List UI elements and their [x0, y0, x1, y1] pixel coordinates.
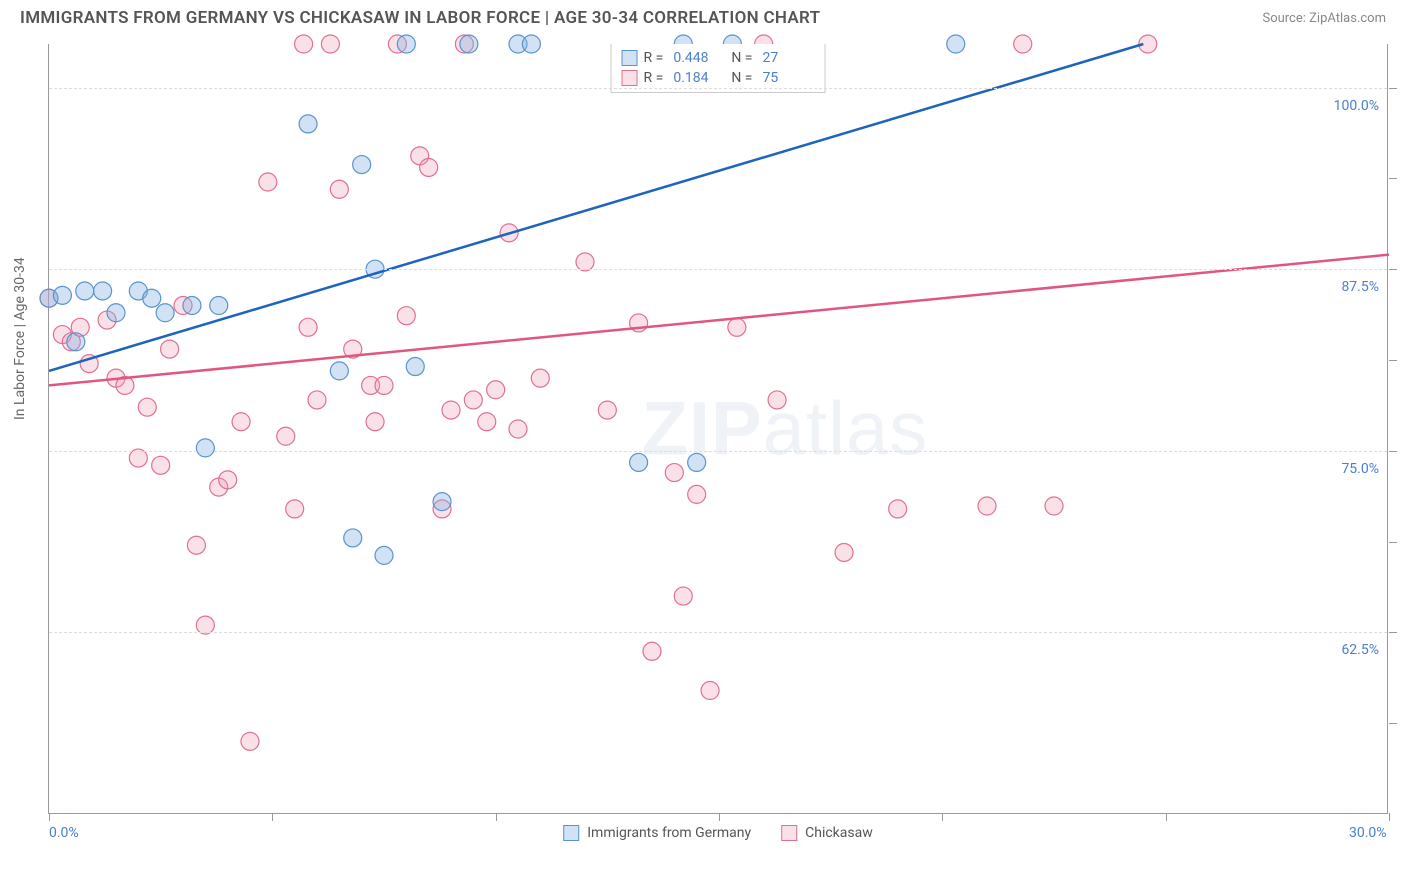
y-tick — [1389, 88, 1397, 89]
gridline — [49, 88, 1387, 89]
chart-area: ZIPatlas R = 0.448 N = 27 R = 0.184 N = … — [48, 44, 1388, 814]
y-tick — [1389, 360, 1397, 361]
legend-swatch-chickasaw — [781, 825, 797, 841]
y-tick-label: 87.5% — [1341, 279, 1379, 295]
x-tick — [719, 813, 720, 821]
y-tick-label: 100.0% — [1334, 98, 1379, 114]
y-tick — [1389, 269, 1397, 270]
plot-svg — [49, 44, 1387, 813]
x-tick — [1389, 813, 1390, 821]
source-label: Source: ZipAtlas.com — [1262, 11, 1386, 26]
gridline — [49, 451, 1387, 452]
y-tick — [1389, 632, 1397, 633]
y-tick-label: 75.0% — [1341, 461, 1379, 477]
gridline — [49, 269, 1387, 270]
legend-label-germany: Immigrants from Germany — [587, 825, 751, 841]
y-tick — [1389, 178, 1397, 179]
chart-title: IMMIGRANTS FROM GERMANY VS CHICKASAW IN … — [20, 8, 820, 28]
y-tick — [1389, 542, 1397, 543]
legend-series: Immigrants from Germany Chickasaw — [563, 825, 873, 841]
x-tick — [942, 813, 943, 821]
legend-swatch-chickasaw — [622, 70, 638, 86]
y-axis-label: In Labor Force | Age 30-34 — [12, 257, 28, 420]
x-tick — [272, 813, 273, 821]
legend-correlation: R = 0.448 N = 27 R = 0.184 N = 75 — [611, 44, 826, 93]
x-tick — [496, 813, 497, 821]
gridline — [49, 632, 1387, 633]
legend-label-chickasaw: Chickasaw — [805, 825, 873, 841]
y-tick — [1389, 723, 1397, 724]
legend-swatch-germany — [563, 825, 579, 841]
legend-swatch-germany — [622, 50, 638, 66]
y-tick — [1389, 451, 1397, 452]
x-tick — [1166, 813, 1167, 821]
y-tick-label: 62.5% — [1341, 642, 1379, 658]
x-tick-label: 0.0% — [49, 825, 79, 841]
x-tick-label: 30.0% — [1349, 825, 1387, 841]
x-tick — [49, 813, 50, 821]
